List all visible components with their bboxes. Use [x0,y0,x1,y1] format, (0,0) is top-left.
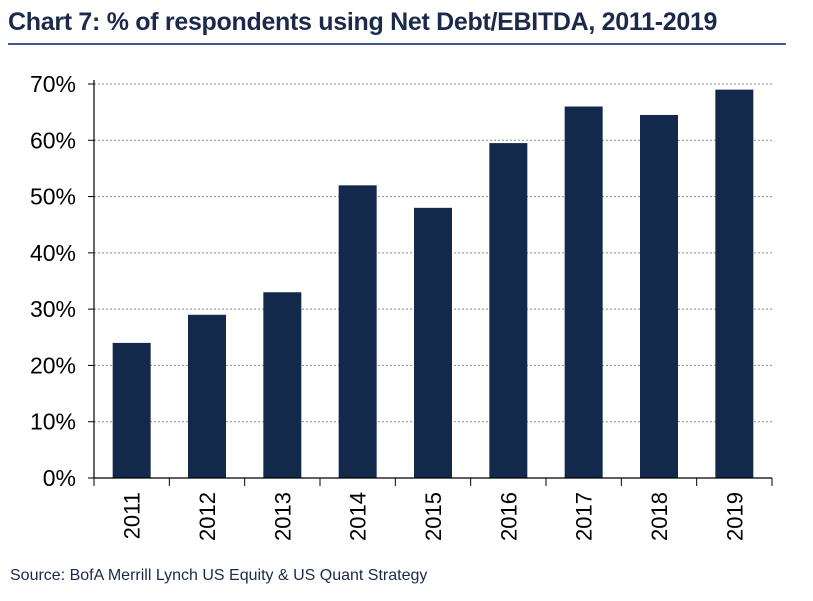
x-tick-labels: 2011 2012 2013 2014 2015 2016 2017 2018 2019 [120,492,748,541]
title-underline [8,43,786,45]
x-tick-label: 2011 [120,492,145,539]
y-tick-label: 70% [30,71,76,97]
x-tick-label: 2014 [346,492,371,541]
source-note: Source: BofA Merrill Lynch US Equity & U… [10,567,428,584]
x-tick-label: 2018 [647,492,672,541]
y-tick-label: 0% [43,465,76,491]
bar-chart: 0% 10% 20% 30% 40% 50% 60% 70% 2011 2012 2013 2014… [30,71,773,541]
x-tick-label: 2019 [722,492,747,541]
x-tick-label: 2012 [195,492,220,541]
chart-title: Chart 7: % of respondents using Net Debt… [8,8,718,36]
bar-2017 [564,106,603,478]
bar-2019 [715,89,754,478]
y-tick-label: 50% [30,184,76,210]
x-tick-label: 2013 [270,492,295,541]
y-tick-labels: 0% 10% 20% 30% 40% 50% 60% 70% [30,71,76,491]
bar-2013 [263,292,302,478]
x-tick-label: 2016 [496,492,521,541]
bars [112,89,754,479]
x-tick-label: 2015 [421,492,446,541]
x-tick-label: 2017 [572,492,597,541]
bar-2015 [414,207,452,479]
bar-2014 [338,185,377,479]
y-tick-label: 10% [30,409,76,435]
axes [88,80,773,486]
bar-2018 [640,114,678,478]
bar-2012 [188,314,226,478]
y-tick-label: 20% [30,352,76,378]
y-tick-label: 60% [30,127,76,153]
y-tick-label: 40% [30,240,76,266]
bar-2016 [489,143,528,478]
bar-2011 [112,342,151,478]
y-tick-label: 30% [30,296,76,322]
